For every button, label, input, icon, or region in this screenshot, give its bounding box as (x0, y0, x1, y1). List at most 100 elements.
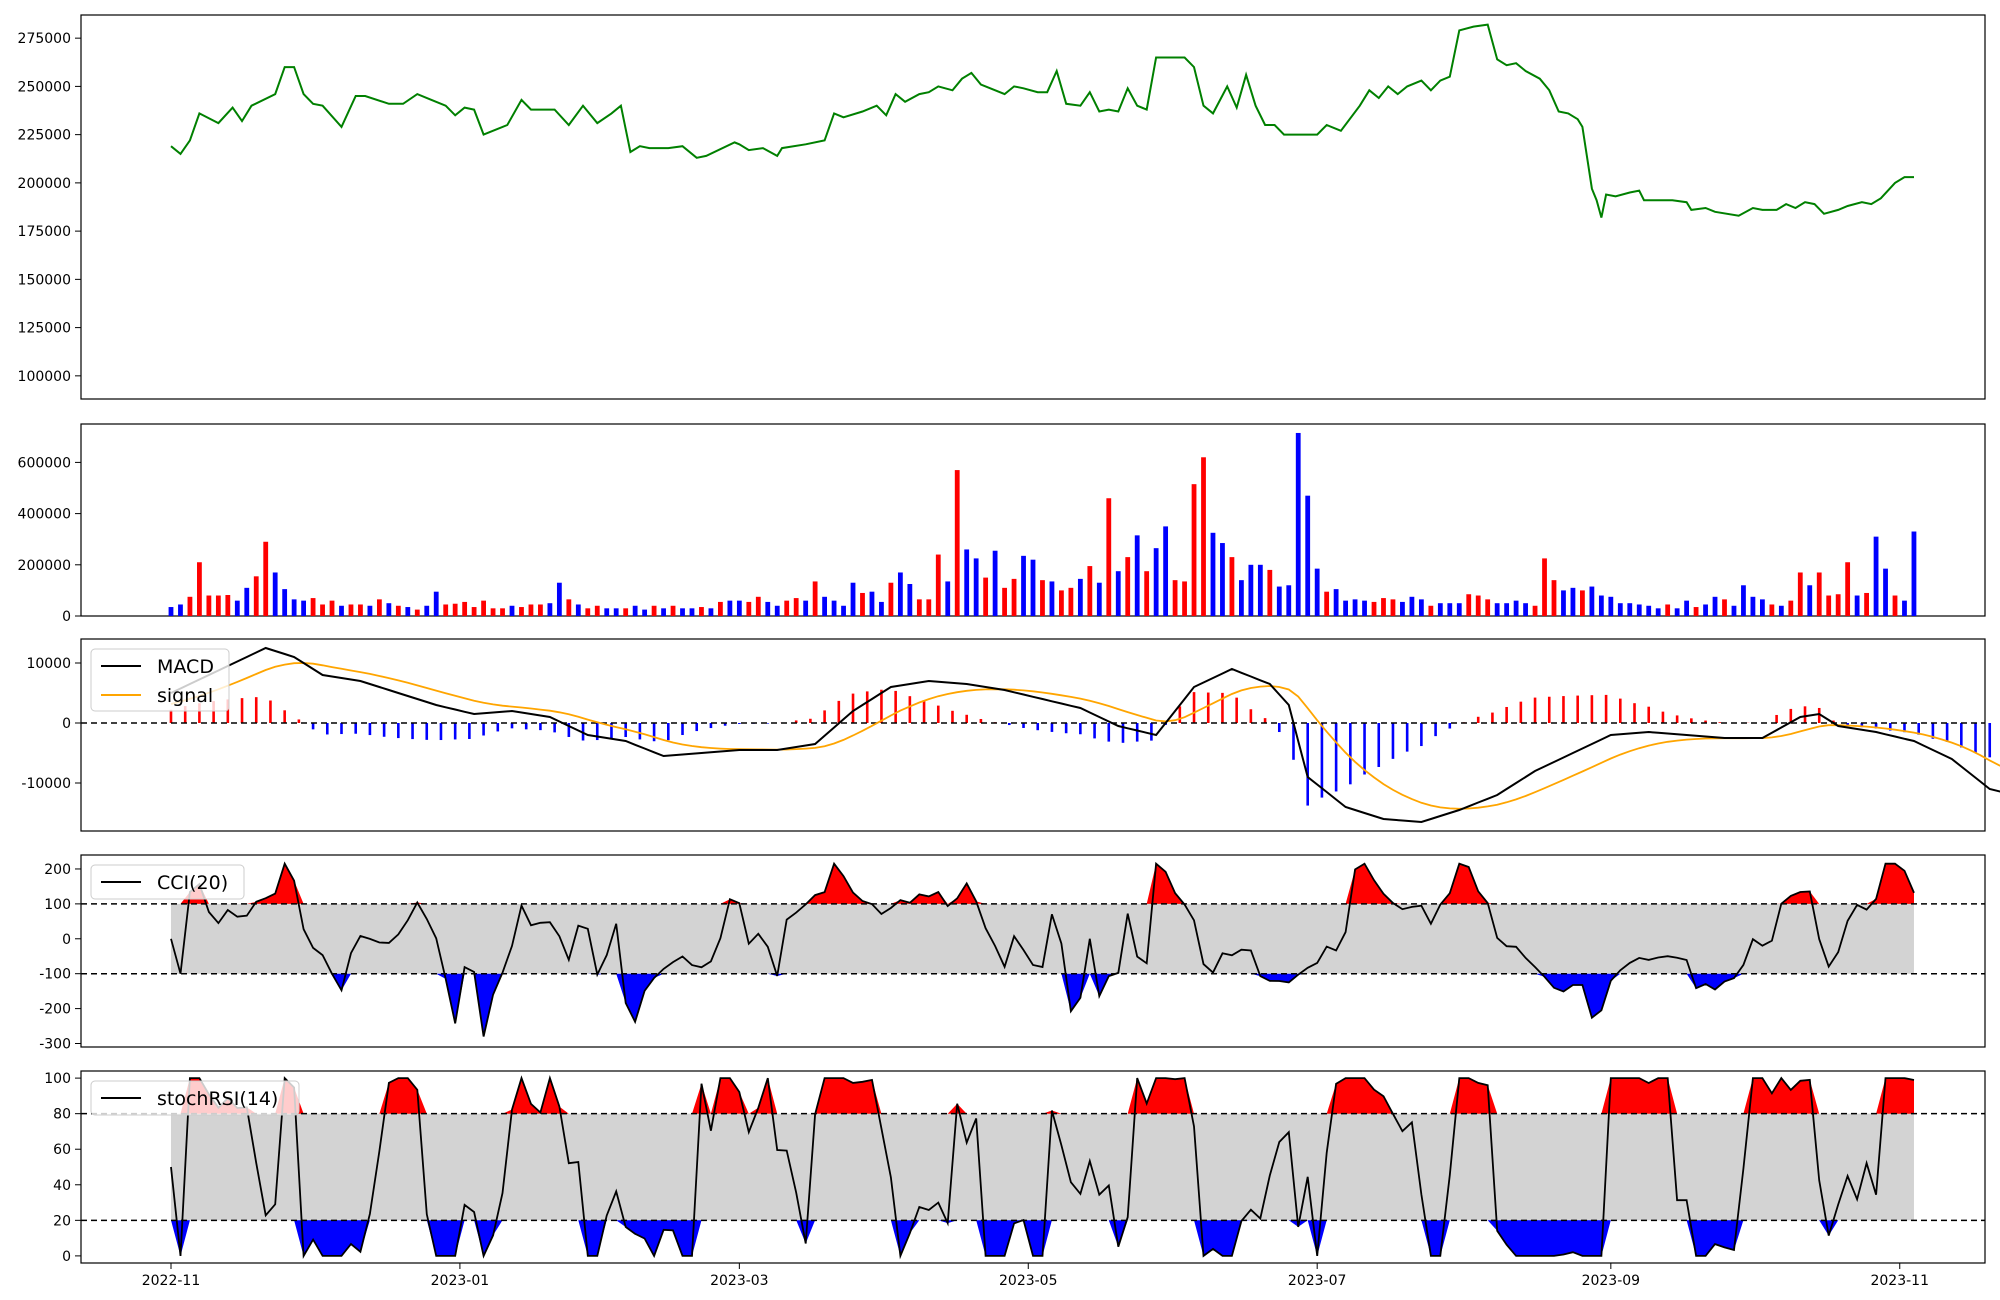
macd-hist-bar (965, 714, 968, 723)
volume-bar (1134, 535, 1140, 616)
macd-hist-bar (240, 698, 244, 723)
volume-bar (992, 550, 998, 616)
volume-bar (1182, 581, 1187, 616)
volume-bar (1693, 607, 1699, 616)
volume-bar (348, 604, 354, 616)
macd-hist-bar (638, 723, 642, 740)
volume-bar (1191, 484, 1197, 616)
macd-hist-bar (1150, 723, 1153, 741)
macd-legend-label: MACD (157, 656, 214, 678)
volume-bar (1580, 590, 1585, 616)
volume-bar (1864, 592, 1869, 616)
volume-bar (1778, 605, 1784, 616)
volume-bar (689, 608, 695, 616)
volume-bar (1883, 568, 1888, 616)
macd-hist-bar (1633, 703, 1636, 723)
volume-bar (1759, 599, 1765, 616)
y-tick-label: 100 (44, 897, 71, 913)
volume-bar (1371, 601, 1377, 616)
volume-bar (1295, 432, 1301, 616)
macd-hist-bar (1206, 692, 1210, 723)
price-line (170, 23, 1914, 218)
volume-bar (1362, 600, 1367, 616)
macd-hist-bar (595, 723, 599, 741)
y-tick-label: 60 (53, 1142, 71, 1158)
volume-bar (1911, 531, 1917, 616)
volume-bar (718, 601, 723, 616)
macd-hist-bar (1860, 723, 1864, 728)
y-tick-label: 400000 (18, 507, 71, 523)
volume-bar (358, 604, 363, 616)
macd-hist-bar (539, 723, 542, 731)
macd-hist-bar (922, 700, 926, 723)
macd-legend: MACD signal (90, 648, 230, 712)
macd-hist-bar (212, 701, 215, 723)
volume-bar (1570, 587, 1576, 616)
macd-hist-bar (681, 723, 684, 736)
macd-hist-bar (1718, 722, 1722, 723)
volume-bar (1172, 580, 1178, 616)
y-tick-label: 0 (62, 932, 71, 948)
macd-hist-bar (1434, 723, 1437, 737)
macd-hist-bar (936, 705, 940, 723)
volume-bar (1201, 457, 1206, 616)
macd-hist-bar (1917, 723, 1920, 735)
volume-bar (964, 549, 970, 616)
y-tick-label: 150000 (18, 272, 71, 288)
x-tick-label: 2023-07 (1288, 1273, 1347, 1289)
macd-hist-bar (1221, 692, 1224, 723)
volume-bar (642, 609, 648, 616)
y-tick-label: -200 (39, 1002, 71, 1018)
volume-bar (1428, 605, 1434, 616)
volume-bar (1826, 595, 1832, 616)
price-panel-frame (80, 14, 1986, 400)
volume-bar (1286, 585, 1292, 616)
volume-bar (803, 600, 809, 616)
volume-bar (1418, 599, 1424, 616)
volume-bar (424, 605, 430, 616)
volume-bar (566, 599, 572, 616)
macd-hist-bar (1349, 723, 1352, 785)
volume-bar (1722, 599, 1727, 616)
volume-bar (1475, 595, 1481, 616)
volume-bar (367, 605, 373, 616)
volume-bar (301, 600, 307, 616)
macd-hist-bar (1121, 723, 1125, 743)
macd-panel: -10000 0 10000 MACD signal (21, 638, 2000, 832)
volume-bar (1561, 590, 1566, 616)
volume-bar (500, 608, 505, 616)
macd-hist-bar (709, 723, 713, 729)
volume-bar (1030, 559, 1036, 616)
overbought-area (171, 1078, 1914, 1114)
volume-bar (575, 604, 581, 616)
macd-hist-bar (1576, 695, 1579, 723)
volume-bar (983, 577, 989, 616)
y-tick-label: 10000 (26, 656, 71, 672)
volume-bar (1447, 603, 1453, 616)
y-tick-label: 200000 (18, 176, 71, 192)
volume-bar (812, 581, 818, 616)
macd-line (170, 646, 2000, 824)
volume-bar (1106, 498, 1112, 616)
macd-hist-bar (1519, 701, 1523, 723)
macd-hist-bar (1476, 716, 1480, 723)
volume-bar (1731, 605, 1737, 616)
y-tick-label: 100 (44, 1071, 71, 1087)
macd-hist-bar (1675, 715, 1679, 723)
volume-bar (973, 558, 979, 616)
volume-bar (1144, 571, 1150, 616)
macd-hist-bar (269, 700, 272, 723)
volume-bar (888, 582, 894, 616)
macd-hist-bar (1846, 723, 1849, 726)
y-tick-label: 250000 (18, 79, 71, 95)
y-tick-label: 125000 (18, 321, 71, 337)
macd-hist-bar (297, 719, 301, 723)
stoch-legend: stochRSI(14) (90, 1080, 300, 1116)
macd-hist-bar (951, 710, 954, 723)
macd-panel-frame (80, 638, 1986, 832)
macd-hist-bar (354, 723, 358, 734)
volume-bars (168, 432, 1917, 616)
volume-bar (907, 584, 913, 616)
volume-bar (282, 589, 288, 616)
volume-bar (206, 595, 212, 616)
